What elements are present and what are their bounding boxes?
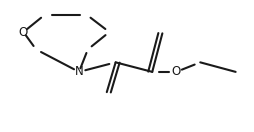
Text: N: N	[75, 65, 83, 78]
Text: O: O	[172, 65, 181, 78]
Text: O: O	[19, 25, 28, 39]
